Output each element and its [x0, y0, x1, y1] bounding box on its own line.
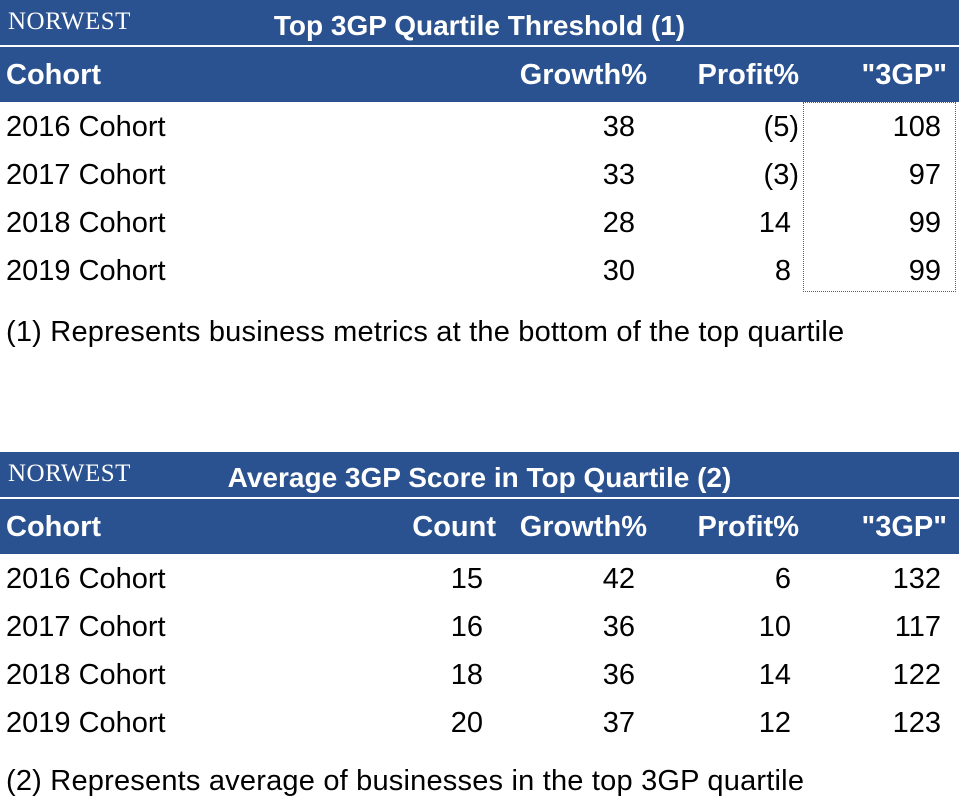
- table-banner: NORWEST Top 3GP Quartile Threshold (1): [0, 0, 959, 47]
- header-cohort: Cohort: [6, 59, 102, 91]
- cell-growth: 33: [602, 159, 635, 191]
- brand-logo-text: NORWEST: [8, 460, 131, 487]
- threshold-table: NORWEST Top 3GP Quartile Threshold (1) C…: [0, 0, 959, 294]
- header-profit: Profit%: [697, 59, 800, 91]
- table-header-row: Cohort Growth% Profit% "3GP": [0, 47, 959, 102]
- cell-profit: (5): [763, 111, 799, 143]
- table-row: 2016 Cohort 15 42 6 132: [0, 554, 959, 602]
- cell-cohort: 2019 Cohort: [6, 255, 166, 287]
- cell-cohort: 2016 Cohort: [6, 111, 166, 143]
- cell-growth: 28: [602, 207, 635, 239]
- cell-profit: (3): [763, 159, 799, 191]
- average-score-table: NORWEST Average 3GP Score in Top Quartil…: [0, 452, 959, 746]
- cell-growth: 30: [602, 255, 635, 287]
- cell-cohort: 2017 Cohort: [6, 611, 166, 643]
- cell-3gp: 99: [908, 255, 941, 287]
- header-cohort: Cohort: [6, 511, 102, 543]
- cell-profit: 8: [774, 255, 791, 287]
- cell-count: 20: [450, 707, 483, 739]
- cell-3gp: 122: [892, 659, 941, 691]
- cell-3gp: 117: [894, 611, 941, 643]
- header-growth: Growth%: [519, 511, 647, 543]
- header-3gp: "3GP": [861, 511, 947, 543]
- table-row: 2016 Cohort 38 (5) 108: [0, 102, 959, 150]
- cell-cohort: 2018 Cohort: [6, 207, 166, 239]
- header-profit: Profit%: [697, 511, 800, 543]
- cell-cohort: 2019 Cohort: [6, 707, 166, 739]
- table-row: 2018 Cohort 18 36 14 122: [0, 650, 959, 698]
- table-row: 2018 Cohort 28 14 99: [0, 198, 959, 246]
- cell-profit: 12: [758, 707, 791, 739]
- cell-count: 18: [450, 659, 483, 691]
- header-3gp: "3GP": [861, 59, 947, 91]
- cell-3gp: 123: [892, 707, 941, 739]
- cell-profit: 14: [758, 207, 791, 239]
- header-growth: Growth%: [519, 59, 647, 91]
- cell-growth: 36: [602, 611, 635, 643]
- cell-growth: 38: [602, 111, 635, 143]
- cell-profit: 10: [758, 611, 791, 643]
- cell-3gp: 132: [892, 563, 941, 595]
- table-row: 2019 Cohort 20 37 12 123: [0, 698, 959, 746]
- table-banner: NORWEST Average 3GP Score in Top Quartil…: [0, 452, 959, 499]
- cell-count: 15: [450, 563, 483, 595]
- cell-3gp: 97: [908, 159, 941, 191]
- table-title: Top 3GP Quartile Threshold (1): [273, 10, 686, 41]
- table-row: 2017 Cohort 16 36 10 117: [0, 602, 959, 650]
- cell-count: 16: [450, 611, 483, 643]
- brand-logo-text: NORWEST: [8, 8, 131, 35]
- cell-3gp: 99: [908, 207, 941, 239]
- cell-cohort: 2017 Cohort: [6, 159, 166, 191]
- cell-growth: 37: [602, 707, 635, 739]
- cell-cohort: 2018 Cohort: [6, 659, 166, 691]
- cell-profit: 6: [774, 563, 791, 595]
- cell-cohort: 2016 Cohort: [6, 563, 166, 595]
- table-row: 2017 Cohort 33 (3) 97: [0, 150, 959, 198]
- table-title: Average 3GP Score in Top Quartile (2): [227, 462, 732, 493]
- footnote: (2) Represents average of businesses in …: [6, 765, 805, 797]
- cell-3gp: 108: [892, 111, 941, 143]
- table-row: 2019 Cohort 30 8 99: [0, 246, 959, 294]
- cell-growth: 42: [602, 563, 635, 595]
- cell-profit: 14: [758, 659, 791, 691]
- table-header-row: Cohort Count Growth% Profit% "3GP": [0, 499, 959, 554]
- header-count: Count: [412, 511, 496, 543]
- cell-growth: 36: [602, 659, 635, 691]
- footnote: (1) Represents business metrics at the b…: [6, 316, 845, 348]
